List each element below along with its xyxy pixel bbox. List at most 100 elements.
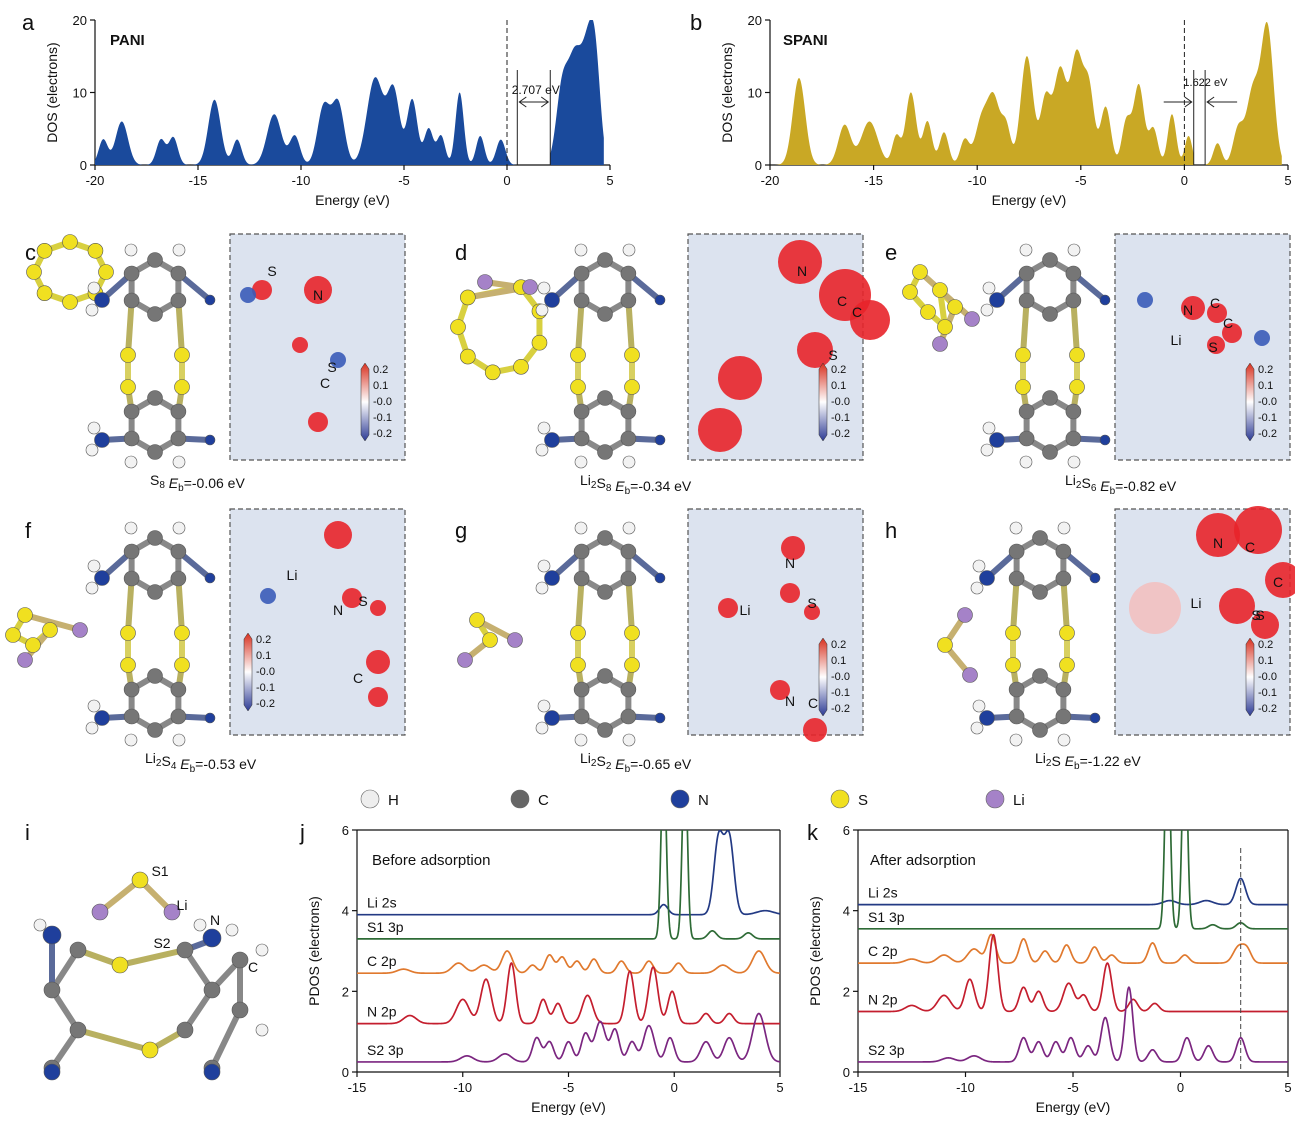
x-tick-label: -10 <box>292 173 311 188</box>
y-tick-label: 20 <box>748 13 762 28</box>
atom-n <box>203 1063 221 1081</box>
dos-area-1 <box>1205 22 1282 165</box>
charge-blob <box>781 536 805 560</box>
atom-c <box>1032 584 1048 600</box>
atom-s <box>1059 657 1075 673</box>
legend-swatch <box>985 789 1005 809</box>
charge-blob <box>850 300 890 340</box>
x-tick-label: -20 <box>761 173 780 188</box>
y-tick-label: 0 <box>80 158 87 173</box>
atom-s <box>26 264 42 280</box>
gap-arrow-head-left <box>1184 96 1193 108</box>
panel-letter-f: f <box>25 518 32 543</box>
colorbar-tick-label: -0.1 <box>831 412 850 424</box>
atom-s <box>120 379 136 395</box>
atom-c <box>147 584 163 600</box>
atom-h <box>193 918 207 932</box>
atom-s <box>570 379 586 395</box>
y-tick-label: 6 <box>843 823 850 838</box>
atom-s <box>531 334 548 351</box>
series-line-4 <box>357 1012 780 1063</box>
colorbar-tick-label: -0.0 <box>373 396 392 408</box>
atom-li <box>932 336 948 352</box>
atom-s <box>98 264 114 280</box>
colorbar-tick-label: 0.1 <box>1258 655 1273 667</box>
atom-n <box>204 712 216 724</box>
atom-h <box>124 455 138 469</box>
atom-c <box>573 570 590 587</box>
atom-s <box>17 607 33 623</box>
atom-c <box>170 265 187 282</box>
y-tick-label: 20 <box>73 13 87 28</box>
atom-c <box>1055 543 1072 560</box>
atom-h <box>1067 455 1081 469</box>
charge-map-atom-label: Li <box>1191 595 1202 611</box>
bond <box>575 575 585 636</box>
colorbar <box>1245 637 1255 717</box>
bond <box>22 612 83 633</box>
atom-c <box>1042 306 1058 322</box>
colorbar-tick-label: 0.1 <box>256 650 271 662</box>
y-tick-label: 0 <box>755 158 762 173</box>
atom-n <box>94 292 110 308</box>
atom-c <box>1065 292 1082 309</box>
colorbar-tick-label: -0.1 <box>1258 412 1277 424</box>
atom-h <box>85 581 99 595</box>
atom-li <box>477 274 493 290</box>
charge-map-atom-label: S <box>358 593 367 609</box>
atom-n <box>989 292 1005 308</box>
atom-n <box>544 710 560 726</box>
panel-letter-h: h <box>885 518 897 543</box>
charge-blob <box>330 352 346 368</box>
atom-n <box>989 432 1005 448</box>
atom-c <box>170 292 187 309</box>
bond <box>175 575 185 636</box>
atom-s <box>87 242 104 259</box>
atom-c <box>1018 403 1035 420</box>
atom-n <box>544 432 560 448</box>
charge-map-atom-label: S <box>807 595 816 611</box>
atom-s <box>25 637 41 653</box>
atom-s <box>937 319 953 335</box>
charge-map-atom-label: C <box>320 375 330 391</box>
atom-c <box>620 681 637 698</box>
bond <box>575 297 585 358</box>
series-label-1: S1 3p <box>868 909 905 925</box>
atom-h <box>622 455 636 469</box>
atom-s <box>36 242 53 259</box>
panel-letter-g: g <box>455 518 467 543</box>
atom-c <box>123 681 140 698</box>
series-label-0: Li 2s <box>367 895 397 911</box>
atom-h <box>255 943 269 957</box>
series-line-1 <box>357 830 780 940</box>
atom-h <box>85 721 99 735</box>
binding-energy-caption: Li2S Eb=-1.22 eV <box>1035 750 1141 772</box>
series-label-2: C 2p <box>868 943 898 959</box>
series-label-4: S2 3p <box>868 1042 905 1058</box>
atom-h <box>225 923 239 937</box>
x-tick-label: 5 <box>606 173 613 188</box>
colorbar-tick-label: -0.1 <box>831 687 850 699</box>
atom-s <box>513 359 529 375</box>
charge-map-atom-label: S <box>267 263 276 279</box>
atom-c <box>1032 530 1048 546</box>
legend-item-s: S <box>830 789 868 809</box>
atom-n <box>1089 712 1101 724</box>
y-tick-label: 0 <box>843 1065 850 1080</box>
atom-n <box>204 572 216 584</box>
atom-n <box>979 710 995 726</box>
charge-blob <box>260 588 276 604</box>
charge-blob <box>698 408 742 452</box>
atom-li <box>91 903 109 921</box>
atom-c <box>69 941 87 959</box>
atom-h <box>980 303 994 317</box>
atom-li <box>522 279 538 295</box>
atom-c <box>231 1001 249 1019</box>
legend-label: S <box>858 792 868 809</box>
gap-arrow-head-left <box>518 96 527 108</box>
atom-c <box>1018 292 1035 309</box>
x-axis-label: Energy (eV) <box>992 192 1067 208</box>
